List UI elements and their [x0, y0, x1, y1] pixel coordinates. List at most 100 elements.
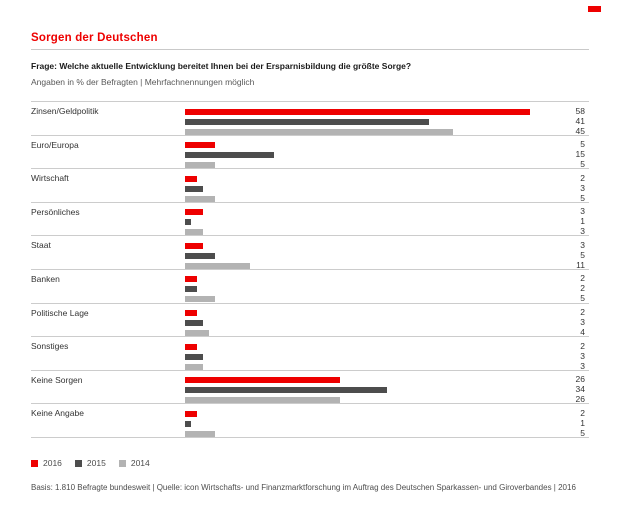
- value-labels: 26 34 26: [576, 374, 585, 404]
- bar-2016: [185, 276, 197, 283]
- bar-2014: [185, 296, 215, 303]
- bar-group: [185, 343, 203, 374]
- value-label: 3: [580, 206, 585, 217]
- bar-2014: [185, 195, 215, 202]
- category-label: Zinsen/Geldpolitik: [31, 106, 99, 116]
- bar-2014: [185, 430, 215, 437]
- category-label: Banken: [31, 273, 60, 284]
- value-label: 45: [575, 125, 585, 136]
- value-label: 2: [580, 340, 585, 351]
- bar-2016: [185, 108, 531, 115]
- legend-swatch-icon: [118, 459, 126, 467]
- bar-group: [185, 276, 215, 306]
- bar-2015: [185, 286, 197, 293]
- value-label: 5: [580, 249, 585, 260]
- bar-2015: [185, 320, 203, 327]
- category-label: Politische Lage: [31, 307, 89, 318]
- value-label: 2: [580, 283, 585, 294]
- legend-item-2015: 2015: [74, 458, 106, 468]
- value-label: 26: [575, 374, 585, 385]
- value-label: 5: [580, 293, 585, 304]
- value-label: 2: [580, 273, 585, 284]
- category-label: Sonstiges: [31, 341, 69, 352]
- chart-row: Politische Lage 2 3 4: [31, 302, 589, 337]
- value-labels: 5 15 5: [576, 139, 585, 169]
- bar-2016: [185, 175, 197, 182]
- chart-row: Persönliches 3 1 3: [31, 201, 589, 239]
- value-label: 2: [580, 307, 585, 318]
- category-label: Keine Sorgen: [31, 374, 83, 385]
- bar-group: [185, 377, 388, 407]
- bar-group: [185, 242, 251, 273]
- chart-row: Keine Sorgen 26 34 26: [31, 369, 589, 407]
- bar-2015: [185, 185, 203, 192]
- page-title: Sorgen der Deutschen: [31, 32, 158, 44]
- value-label: 3: [580, 317, 585, 328]
- value-label: 3: [580, 239, 585, 250]
- value-label: 2: [580, 407, 585, 418]
- value-label: 15: [575, 149, 585, 160]
- bar-2016: [185, 310, 197, 317]
- legend-label: 2016: [43, 458, 62, 468]
- chart-row: Staat 3 5 11: [31, 235, 589, 270]
- bar-2015: [185, 219, 191, 226]
- bar-2015: [185, 353, 203, 360]
- chart-row: Sonstiges 2 3 3: [31, 336, 589, 371]
- chart-row: Banken 2 2 5: [31, 268, 589, 306]
- value-label: 3: [580, 360, 585, 371]
- bar-2014: [185, 363, 203, 370]
- bar-2016: [185, 242, 203, 249]
- chart-legend: 2016 2015 2014: [31, 458, 163, 468]
- value-label: 4: [580, 327, 585, 338]
- brand-mark-icon: [588, 6, 601, 12]
- bar-2015: [185, 252, 215, 259]
- bar-chart: Zinsen/Geldpolitik 58 41 45 Euro/Europa 5 15 5 W…: [31, 101, 589, 438]
- value-label: 58: [575, 105, 585, 116]
- bar-2016: [185, 142, 215, 149]
- category-label: Keine Angabe: [31, 408, 84, 419]
- category-label: Euro/Europa: [31, 139, 79, 150]
- bar-2015: [185, 420, 191, 427]
- bar-2016: [185, 410, 197, 417]
- chart-row: Wirtschaft 2 3 5: [31, 168, 589, 203]
- legend-swatch-icon: [74, 459, 82, 467]
- bar-2016: [185, 377, 340, 384]
- legend-label: 2014: [130, 458, 150, 468]
- bar-group: [185, 142, 275, 172]
- chart-row: Keine Angabe 2 1 5: [31, 403, 589, 438]
- legend-swatch-icon: [31, 459, 38, 467]
- value-label: 3: [580, 350, 585, 361]
- value-label: 11: [576, 259, 585, 270]
- value-labels: 58 41 45: [576, 106, 585, 136]
- value-label: 5: [580, 139, 585, 150]
- legend-item-2014: 2014: [118, 458, 150, 468]
- value-labels: 3 5 11: [576, 240, 585, 270]
- bar-group: [185, 410, 215, 441]
- chart-row: Euro/Europa 5 15 5: [31, 134, 589, 172]
- bar-2015: [185, 118, 429, 125]
- value-label: 5: [580, 192, 585, 203]
- value-label: 3: [580, 182, 585, 193]
- title-divider: [31, 49, 589, 50]
- bar-2014: [185, 128, 453, 135]
- value-label: 41: [575, 115, 585, 126]
- category-label: Staat: [31, 240, 51, 251]
- source-footer: Basis: 1.810 Befragte bundesweit | Quell…: [31, 483, 576, 492]
- bar-group: [185, 209, 203, 239]
- chart-subtitle: Angaben in % der Befragten | Mehrfachnen…: [31, 77, 255, 87]
- bar-2016: [185, 209, 203, 216]
- category-label: Persönliches: [31, 206, 80, 217]
- value-label: 34: [575, 384, 585, 395]
- value-label: 1: [580, 216, 585, 227]
- bar-2014: [185, 162, 215, 169]
- category-label: Wirtschaft: [31, 173, 69, 184]
- value-label: 2: [580, 172, 585, 183]
- value-label: 5: [580, 159, 585, 170]
